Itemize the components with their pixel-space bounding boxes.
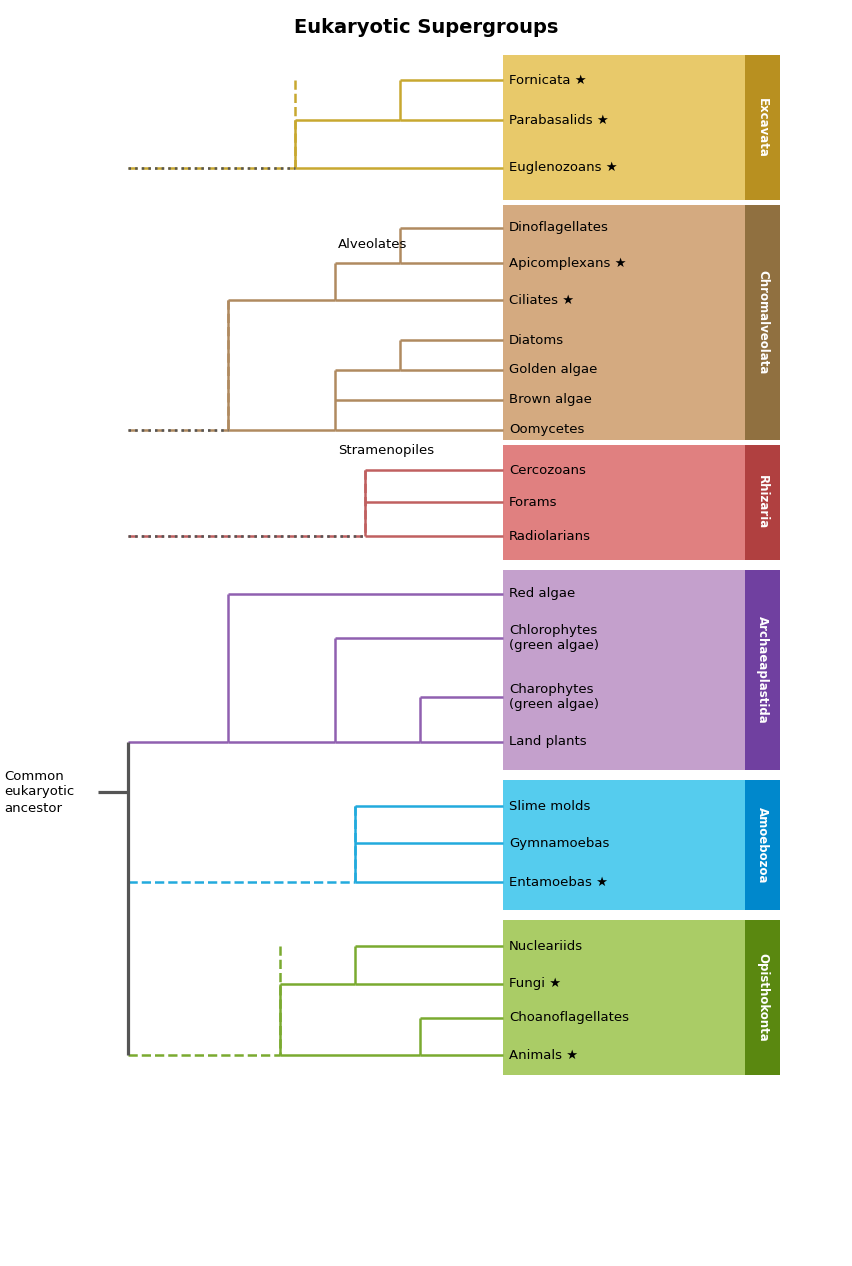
Text: Red algae: Red algae (509, 587, 574, 600)
Bar (744, 780, 779, 910)
Text: Radiolarians: Radiolarians (509, 529, 590, 543)
Bar (744, 570, 779, 770)
Bar (503, 205, 744, 441)
Bar (503, 446, 744, 560)
Text: Entamoebas ★: Entamoebas ★ (509, 876, 607, 889)
Text: Gymnamoebas: Gymnamoebas (509, 837, 608, 849)
Text: Dinoflagellates: Dinoflagellates (509, 222, 608, 234)
Bar (503, 920, 744, 1075)
Text: Animals ★: Animals ★ (509, 1048, 578, 1061)
Text: Charophytes
(green algae): Charophytes (green algae) (509, 682, 598, 711)
Bar (503, 54, 744, 200)
Text: Fungi ★: Fungi ★ (509, 977, 561, 990)
Text: Stramenopiles: Stramenopiles (337, 444, 434, 457)
Text: Choanoflagellates: Choanoflagellates (509, 1012, 628, 1024)
Text: Chromalveolata: Chromalveolata (755, 271, 769, 375)
Text: Rhizaria: Rhizaria (755, 475, 769, 529)
Text: Nucleariids: Nucleariids (509, 939, 583, 952)
Text: Archaeaplastida: Archaeaplastida (755, 617, 769, 724)
Text: Diatoms: Diatoms (509, 333, 563, 347)
Text: Cercozoans: Cercozoans (509, 463, 585, 476)
Text: Parabasalids ★: Parabasalids ★ (509, 114, 608, 127)
Bar (744, 205, 779, 441)
Text: Opisthokonta: Opisthokonta (755, 953, 769, 1042)
Text: Golden algae: Golden algae (509, 363, 596, 376)
Text: Forams: Forams (509, 495, 557, 509)
Bar (744, 920, 779, 1075)
Bar (503, 570, 744, 770)
Text: Fornicata ★: Fornicata ★ (509, 73, 586, 86)
Text: Alveolates: Alveolates (337, 238, 407, 251)
Text: Amoebozoa: Amoebozoa (755, 806, 769, 884)
Text: Euglenozoans ★: Euglenozoans ★ (509, 162, 617, 175)
Bar (744, 446, 779, 560)
Bar (503, 780, 744, 910)
Text: Slime molds: Slime molds (509, 800, 590, 813)
Text: Apicomplexans ★: Apicomplexans ★ (509, 257, 625, 270)
Text: Common
eukaryotic
ancestor: Common eukaryotic ancestor (4, 770, 74, 814)
Text: Ciliates ★: Ciliates ★ (509, 294, 573, 306)
Text: Brown algae: Brown algae (509, 394, 591, 406)
Text: Oomycetes: Oomycetes (509, 424, 584, 437)
Bar (744, 54, 779, 200)
Text: Excavata: Excavata (755, 97, 769, 157)
Text: Land plants: Land plants (509, 736, 586, 748)
Text: Chlorophytes
(green algae): Chlorophytes (green algae) (509, 624, 598, 652)
Text: Eukaryotic Supergroups: Eukaryotic Supergroups (294, 18, 558, 37)
